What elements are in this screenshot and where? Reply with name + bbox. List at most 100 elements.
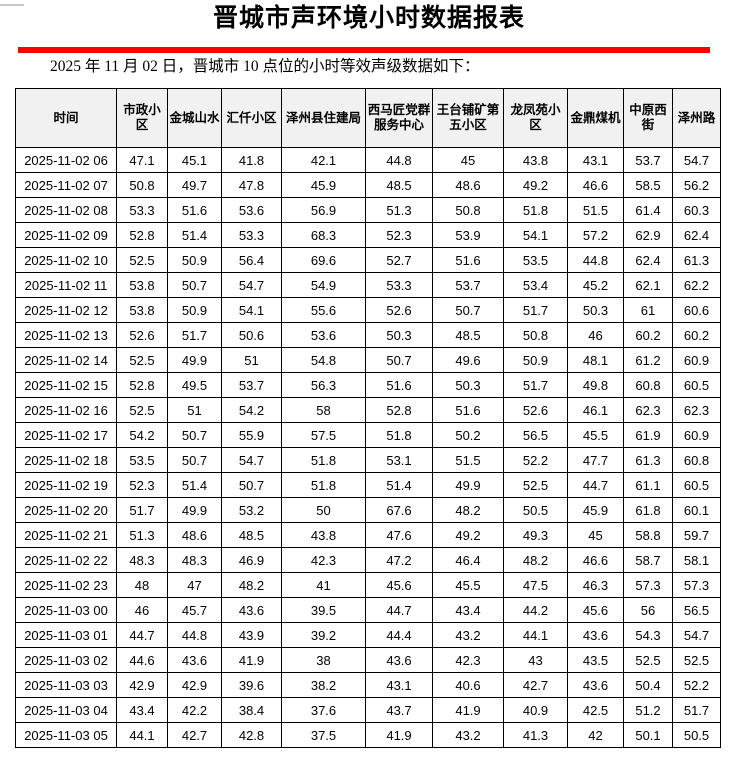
time-cell: 2025-11-02 07 bbox=[15, 172, 117, 198]
value-cell: 52.3 bbox=[116, 472, 168, 498]
time-cell: 2025-11-03 00 bbox=[15, 597, 117, 623]
value-cell: 44.6 bbox=[116, 647, 168, 673]
value-cell: 51 bbox=[221, 347, 282, 373]
table-row: 2025-11-02 07 50.8 49.7 47.8 45.9 48.5 48.6 49.… bbox=[15, 172, 721, 198]
value-cell: 46.4 bbox=[432, 547, 504, 573]
value-cell: 48.6 bbox=[432, 172, 504, 198]
value-cell: 38.2 bbox=[281, 672, 366, 698]
report-subtitle: 2025 年 11 月 02 日，晋城市 10 点位的小时等效声级数据如下： bbox=[50, 58, 480, 75]
value-cell: 42.3 bbox=[281, 547, 366, 573]
value-cell: 62.2 bbox=[672, 272, 721, 298]
value-cell: 43.8 bbox=[281, 522, 366, 548]
value-cell: 53.4 bbox=[503, 272, 568, 298]
value-cell: 48.5 bbox=[365, 172, 433, 198]
value-cell: 51.5 bbox=[432, 447, 504, 473]
value-cell: 54.7 bbox=[672, 147, 721, 173]
value-cell: 56.4 bbox=[221, 247, 282, 273]
value-cell: 44.1 bbox=[116, 722, 168, 748]
value-cell: 54.8 bbox=[281, 347, 366, 373]
value-cell: 38.4 bbox=[221, 697, 282, 723]
time-cell: 2025-11-03 01 bbox=[15, 622, 117, 648]
value-cell: 54.7 bbox=[672, 622, 721, 648]
value-cell: 52.8 bbox=[116, 222, 168, 248]
column-header-time: 时间 bbox=[15, 88, 117, 148]
value-cell: 53.8 bbox=[116, 272, 168, 298]
value-cell: 46.6 bbox=[567, 547, 624, 573]
value-cell: 56.5 bbox=[672, 597, 721, 623]
value-cell: 51.3 bbox=[116, 522, 168, 548]
value-cell: 59.7 bbox=[672, 522, 721, 548]
value-cell: 58.5 bbox=[623, 172, 673, 198]
time-cell: 2025-11-03 04 bbox=[15, 697, 117, 723]
value-cell: 56.9 bbox=[281, 197, 366, 223]
value-cell: 52.6 bbox=[365, 297, 433, 323]
value-cell: 43.5 bbox=[567, 647, 624, 673]
value-cell: 43.1 bbox=[567, 147, 624, 173]
value-cell: 50.8 bbox=[116, 172, 168, 198]
value-cell: 60.1 bbox=[672, 497, 721, 523]
value-cell: 61.1 bbox=[623, 472, 673, 498]
column-header-station: 西马匠党群服务中心 bbox=[365, 88, 433, 148]
value-cell: 43.1 bbox=[365, 672, 433, 698]
value-cell: 45 bbox=[432, 147, 504, 173]
value-cell: 54.3 bbox=[623, 622, 673, 648]
column-header-station: 汇仟小区 bbox=[221, 88, 282, 148]
value-cell: 60.6 bbox=[672, 297, 721, 323]
table-row: 2025-11-02 06 47.1 45.1 41.8 42.1 44.8 45 43.8 4… bbox=[15, 147, 721, 173]
table-row: 2025-11-02 10 52.5 50.9 56.4 69.6 52.7 51.6 53.… bbox=[15, 247, 721, 273]
value-cell: 49.2 bbox=[432, 522, 504, 548]
value-cell: 48.2 bbox=[432, 497, 504, 523]
value-cell: 51.4 bbox=[167, 472, 222, 498]
value-cell: 51.3 bbox=[365, 197, 433, 223]
value-cell: 62.3 bbox=[672, 397, 721, 423]
value-cell: 45.7 bbox=[167, 597, 222, 623]
value-cell: 51.6 bbox=[365, 372, 433, 398]
value-cell: 48.2 bbox=[503, 547, 568, 573]
column-header-station: 金鼎煤机 bbox=[567, 88, 624, 148]
table-row: 2025-11-02 14 52.5 49.9 51 54.8 50.7 49.6 50.9 4… bbox=[15, 347, 721, 373]
value-cell: 43.2 bbox=[432, 722, 504, 748]
value-cell: 44.2 bbox=[503, 597, 568, 623]
time-cell: 2025-11-02 16 bbox=[15, 397, 117, 423]
value-cell: 51.8 bbox=[365, 422, 433, 448]
value-cell: 56.3 bbox=[281, 372, 366, 398]
table-row: 时间 市政小区 金城山水 汇仟小区 泽州县住建局 西马匠党群服务中心 王台铺矿第五小区 龙凤苑… bbox=[15, 88, 721, 148]
value-cell: 47.6 bbox=[365, 522, 433, 548]
value-cell: 61.4 bbox=[623, 197, 673, 223]
value-cell: 39.6 bbox=[221, 672, 282, 698]
value-cell: 52.5 bbox=[672, 647, 721, 673]
value-cell: 57.2 bbox=[567, 222, 624, 248]
value-cell: 44.1 bbox=[503, 622, 568, 648]
value-cell: 61.3 bbox=[623, 447, 673, 473]
value-cell: 49.9 bbox=[432, 472, 504, 498]
value-cell: 39.2 bbox=[281, 622, 366, 648]
value-cell: 53.3 bbox=[116, 197, 168, 223]
time-cell: 2025-11-03 05 bbox=[15, 722, 117, 748]
time-cell: 2025-11-02 06 bbox=[15, 147, 117, 173]
value-cell: 50.1 bbox=[623, 722, 673, 748]
value-cell: 50.7 bbox=[432, 297, 504, 323]
value-cell: 50.2 bbox=[432, 422, 504, 448]
time-cell: 2025-11-02 10 bbox=[15, 247, 117, 273]
time-cell: 2025-11-02 13 bbox=[15, 322, 117, 348]
value-cell: 42.3 bbox=[432, 647, 504, 673]
value-cell: 54.7 bbox=[221, 272, 282, 298]
value-cell: 54.2 bbox=[116, 422, 168, 448]
value-cell: 50 bbox=[281, 497, 366, 523]
value-cell: 50.3 bbox=[567, 297, 624, 323]
value-cell: 60.2 bbox=[623, 322, 673, 348]
value-cell: 45.5 bbox=[432, 572, 504, 598]
table-row: 2025-11-02 08 53.3 51.6 53.6 56.9 51.3 50.8 51.… bbox=[15, 197, 721, 223]
value-cell: 60.9 bbox=[672, 347, 721, 373]
value-cell: 50.3 bbox=[432, 372, 504, 398]
time-cell: 2025-11-02 14 bbox=[15, 347, 117, 373]
value-cell: 50.7 bbox=[167, 422, 222, 448]
value-cell: 41.8 bbox=[221, 147, 282, 173]
value-cell: 62.9 bbox=[623, 222, 673, 248]
value-cell: 38 bbox=[281, 647, 366, 673]
value-cell: 54.2 bbox=[221, 397, 282, 423]
table-row: 2025-11-02 22 48.3 48.3 46.9 42.3 47.2 46.4 48.… bbox=[15, 547, 721, 573]
time-cell: 2025-11-03 02 bbox=[15, 647, 117, 673]
table-row: 2025-11-03 01 44.7 44.8 43.9 39.2 44.4 43.2 44.… bbox=[15, 622, 721, 648]
noise-data-table: 时间 市政小区 金城山水 汇仟小区 泽州县住建局 西马匠党群服务中心 王台铺矿第五小区 龙凤苑… bbox=[15, 88, 721, 748]
